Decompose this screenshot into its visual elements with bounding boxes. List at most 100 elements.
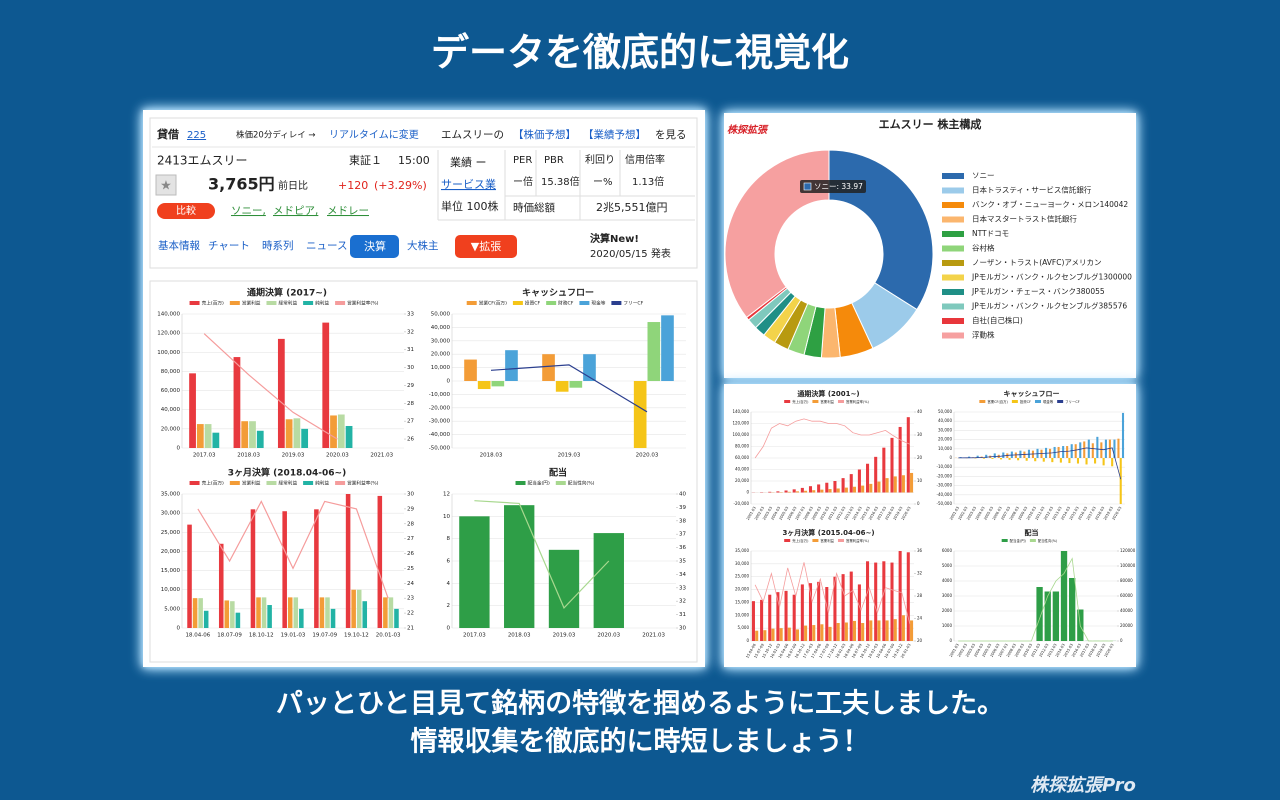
bar: [319, 597, 325, 628]
tab[interactable]: チャート: [208, 240, 250, 252]
bar: [1119, 458, 1122, 504]
y-tick-label: 50,000: [938, 409, 952, 414]
bar: [901, 475, 905, 493]
expand-button[interactable]: [455, 235, 517, 258]
y-tick-label: 0: [949, 455, 952, 460]
x-tick-label: 2014.03: [852, 506, 863, 521]
realtime-link[interactable]: リアルタイムに変更: [329, 128, 419, 141]
bar: [999, 458, 1003, 460]
bar: [314, 509, 319, 628]
y-tick-label: 100,000: [157, 350, 180, 356]
y2-tick-label: 34: [679, 572, 686, 578]
legend-label: JPモルガン・バンク・ルクセンブルグ385576: [971, 301, 1127, 311]
x-tick-label: 2019.03: [1103, 506, 1114, 521]
bar: [285, 419, 293, 448]
bar: [362, 601, 368, 628]
bar: [388, 597, 394, 628]
y2-tick-label: 20: [917, 455, 923, 460]
price-forecast[interactable]: 【株価予想】: [513, 128, 576, 141]
x-tick-label: 2019.03: [558, 453, 581, 459]
bar: [787, 627, 791, 641]
bar: [330, 415, 337, 448]
bar: [828, 626, 832, 641]
y-tick-label: 140,000: [157, 312, 180, 318]
favorite-button[interactable]: [155, 174, 177, 196]
bar: [833, 481, 837, 493]
legend-swatch: [189, 301, 200, 305]
chart-title: 配当: [549, 467, 567, 479]
legend-swatch: [979, 400, 986, 403]
bar: [504, 505, 535, 628]
legend-label: 売上(百万): [792, 538, 809, 543]
metric-header: PER: [513, 155, 532, 166]
bar: [330, 608, 336, 628]
y2-tick-label: 30: [679, 626, 686, 632]
x-tick-label: 2019.03: [1096, 643, 1107, 658]
line-series: [197, 500, 389, 599]
line-series: [474, 500, 610, 609]
y2-tick-label: 20000: [1120, 623, 1133, 628]
bar: [755, 630, 759, 641]
tab[interactable]: 基本情報: [158, 239, 200, 252]
caption-line: 情報収集を徹底的に時短しましょう！: [411, 726, 870, 758]
peer-link[interactable]: ソニー,: [231, 205, 266, 217]
peer-link[interactable]: メドレー: [327, 205, 369, 217]
star-icon: ★: [160, 179, 172, 194]
bar: [192, 598, 198, 628]
y-tick-label: 20,000: [735, 478, 749, 483]
y-tick-label: 0: [447, 626, 451, 632]
bar: [898, 551, 902, 641]
bar: [1100, 442, 1103, 458]
y-tick-label: -10,000: [937, 464, 953, 469]
x-tick-label: 2017.03: [1079, 643, 1090, 658]
bar: [1087, 439, 1090, 458]
sector-link[interactable]: サービス業: [441, 178, 496, 191]
earnings-forecast[interactable]: 【業績予想】: [583, 128, 646, 141]
line-series: [203, 333, 338, 440]
y2-tick-label: 21: [407, 626, 414, 632]
peer-link[interactable]: メドピア,: [273, 205, 318, 217]
metric-value: 15.38倍: [541, 175, 580, 188]
x-tick-label: 2004.03: [770, 506, 781, 521]
legend-label: ノーザン・トラスト(AVFC)アメリカン: [972, 258, 1102, 267]
y-tick-label: 30,000: [431, 338, 451, 344]
bar: [804, 490, 808, 493]
bar: [661, 315, 674, 381]
x-tick-label: 2013.03: [1052, 506, 1063, 521]
metric-value: ー%: [593, 177, 613, 188]
bar: [866, 463, 870, 493]
bar: [800, 487, 804, 493]
bar: [800, 584, 804, 641]
x-tick-label: 2003.03: [966, 506, 977, 521]
bar: [1117, 438, 1120, 458]
y-tick-label: 40,000: [161, 407, 181, 413]
legend-label: 配当性向(%): [568, 480, 595, 487]
x-tick-label: 2018.03: [1087, 643, 1098, 658]
x-tick-label: 19.10-12: [892, 643, 904, 659]
bar: [261, 597, 267, 628]
tab[interactable]: 時系列: [262, 239, 294, 252]
bar: [1052, 591, 1060, 641]
active-tab[interactable]: [350, 235, 399, 258]
x-tick-label: 20.01-03: [376, 633, 401, 639]
compare-button[interactable]: [157, 203, 215, 219]
y2-tick-label: 32: [679, 599, 686, 605]
chart-title: 通期決算 (2001~): [797, 389, 859, 398]
bar: [325, 597, 330, 628]
price: 3,765円: [208, 175, 275, 194]
y-tick-label: 20,000: [735, 587, 749, 592]
bar: [890, 562, 894, 641]
legend-swatch: [942, 173, 964, 179]
bar: [1068, 458, 1071, 464]
legend-swatch: [942, 303, 964, 310]
x-tick-label: 2015.03: [860, 506, 871, 521]
tab[interactable]: ニュース: [306, 240, 347, 252]
x-tick-label: 19.07-09: [884, 642, 896, 659]
tab[interactable]: 大株主: [407, 239, 439, 252]
x-tick-label: 18.01-03: [835, 643, 847, 659]
bar: [282, 511, 287, 628]
code-link[interactable]: 225: [187, 130, 206, 141]
y2-tick-label: 28: [407, 401, 414, 407]
legend-label: 営業利益: [242, 300, 261, 307]
legend-label: 現金等: [1043, 399, 1054, 404]
